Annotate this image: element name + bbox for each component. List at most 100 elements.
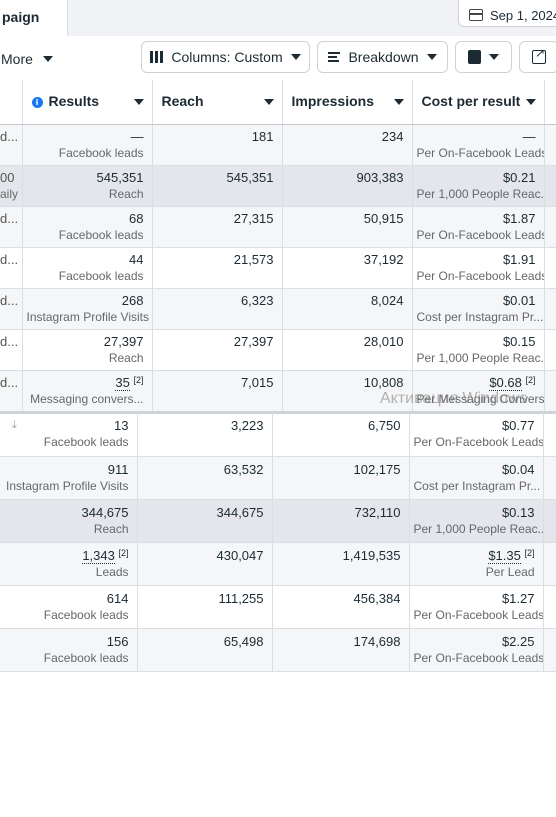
- sort-icon[interactable]: [263, 99, 274, 105]
- table-row[interactable]: 614 Facebook leads 111,255 456,384 $1.27 P…: [0, 585, 556, 629]
- table-row[interactable]: 911 Instagram Profile Visits 63,532 102,1…: [0, 456, 556, 500]
- cost-type: Per On-Facebook Leads: [413, 435, 543, 449]
- cell-reach: 27,315: [152, 206, 283, 248]
- toolbar: More Columns: Custom Breakdown: [0, 36, 556, 80]
- table-row[interactable]: d... 268 Instagram Profile Visits 6,323 8…: [0, 288, 556, 330]
- reports-button[interactable]: [455, 41, 512, 73]
- cell-next: [544, 206, 556, 248]
- cell-cost: $1.35 [2] Per Lead: [409, 542, 544, 586]
- row-name[interactable]: 00 aily: [0, 165, 23, 207]
- cost-type: Cost per Instagram Pr...: [413, 478, 541, 493]
- screenshot-seam: [0, 411, 556, 414]
- more-label: More: [1, 51, 33, 67]
- cost-value: $1.27: [501, 590, 535, 606]
- cost-type: Per Lead: [485, 564, 535, 579]
- cell-cost: $0.68 [2] Per Messaging Convers...: [412, 370, 545, 412]
- cost-value: $0.15: [502, 333, 536, 349]
- cost-value[interactable]: $1.35: [488, 547, 521, 564]
- header-results[interactable]: i Results: [22, 80, 153, 125]
- sort-icon[interactable]: [133, 99, 144, 105]
- result-value[interactable]: 1,343: [82, 547, 115, 564]
- cell-impressions: 50,915: [282, 206, 413, 248]
- sort-icon[interactable]: [393, 99, 404, 105]
- result-type: Leads: [95, 564, 129, 579]
- table-row[interactable]: d... 68 Facebook leads 27,315 50,915 $1.8…: [0, 206, 556, 248]
- table-row[interactable]: 344,675 Reach 344,675 732,110 $0.13 Per 1,…: [0, 499, 556, 543]
- export-icon: [532, 46, 546, 64]
- row-name[interactable]: d...: [0, 370, 23, 412]
- table-row[interactable]: ⤓ 13 Facebook leads 3,223 6,750 $0.77 Per O…: [0, 413, 556, 457]
- cell-next: [543, 585, 556, 629]
- cell-cost: $1.27 Per On-Facebook Leads: [409, 585, 544, 629]
- cell-impressions: 1,419,535: [272, 542, 410, 586]
- download-icon[interactable]: ⤓: [12, 418, 17, 431]
- cost-value[interactable]: $0.68: [489, 374, 522, 391]
- row-name[interactable]: d...: [0, 124, 23, 166]
- header-reach[interactable]: Reach: [152, 80, 283, 125]
- table-row[interactable]: d... 44 Facebook leads 21,573 37,192 $1.9…: [0, 247, 556, 289]
- cell-next: [544, 329, 556, 371]
- info-icon[interactable]: i: [31, 97, 43, 108]
- breakdown-button[interactable]: Breakdown: [317, 41, 448, 73]
- cell-results: 44 Facebook leads: [22, 247, 153, 289]
- row-name-sub: aily: [0, 186, 19, 201]
- cell-impressions: 903,383: [282, 165, 413, 207]
- header-name[interactable]: [0, 80, 23, 125]
- table-row[interactable]: d... — Facebook leads 181 234 — Per On-Fac…: [0, 124, 556, 166]
- cost-type: Per On-Facebook Leads: [416, 145, 544, 160]
- table-row[interactable]: d... 27,397 Reach 27,397 28,010 $0.15 Per …: [0, 329, 556, 371]
- result-value: 545,351: [96, 169, 144, 185]
- cost-type: Per 1,000 People Reac...: [416, 186, 544, 201]
- cost-type: Per On-Facebook Leads: [413, 607, 543, 622]
- tab-campaign[interactable]: paign: [0, 0, 68, 36]
- sort-icon[interactable]: [525, 99, 536, 105]
- header-next[interactable]: [544, 80, 556, 125]
- result-value: 614: [106, 590, 129, 606]
- cell-cost: $0.01 Cost per Instagram Pr...: [412, 288, 545, 330]
- cell-results: 344,675 Reach: [0, 499, 138, 543]
- cell-impressions: 732,110: [272, 499, 410, 543]
- header-results-label: Results: [48, 93, 100, 109]
- result-value: 44: [129, 251, 144, 267]
- row-name[interactable]: d...: [0, 247, 23, 289]
- result-value: 13: [114, 418, 129, 433]
- result-value: 911: [107, 461, 129, 477]
- result-type: Facebook leads: [43, 435, 129, 449]
- cost-value: —: [522, 128, 536, 144]
- header-impressions[interactable]: Impressions: [282, 80, 413, 125]
- header-cost-label: Cost per result: [421, 93, 521, 109]
- cell-reach: 111,255: [137, 585, 273, 629]
- table-row[interactable]: 1,343 [2] Leads 430,047 1,419,535 $1.35 […: [0, 542, 556, 586]
- footnote-marker[interactable]: [2]: [118, 547, 129, 558]
- date-range-label: Sep 1, 2024: [490, 7, 556, 23]
- result-type: Facebook leads: [43, 607, 129, 622]
- cell-next: [544, 124, 556, 166]
- cell-next: [544, 247, 556, 289]
- export-button[interactable]: [519, 41, 556, 73]
- header-cost[interactable]: Cost per result: [412, 80, 545, 125]
- date-range-button[interactable]: Sep 1, 2024: [458, 0, 556, 27]
- table-header-row: i Results Reach Impressions Cost per resu…: [0, 80, 556, 125]
- table-row[interactable]: d... 35 [2] Messaging convers... 7,015 10…: [0, 370, 556, 412]
- cell-reach: 181: [152, 124, 283, 166]
- cell-results: 68 Facebook leads: [22, 206, 153, 248]
- row-name[interactable]: d...: [0, 288, 23, 330]
- cell-reach: 430,047: [137, 542, 273, 586]
- footnote-marker[interactable]: [2]: [524, 547, 535, 558]
- footnote-marker[interactable]: [2]: [133, 374, 144, 385]
- chevron-down-icon: [290, 54, 301, 60]
- more-button[interactable]: More: [0, 44, 53, 74]
- cell-cost: $0.04 Cost per Instagram Pr...: [409, 456, 544, 500]
- result-value[interactable]: 35: [115, 374, 130, 391]
- cell-results: 156 Facebook leads: [0, 628, 138, 672]
- table-row[interactable]: 00 aily 545,351 Reach 545,351 903,383 $0.2…: [0, 165, 556, 207]
- columns-button[interactable]: Columns: Custom: [141, 41, 310, 73]
- cell-next: [544, 288, 556, 330]
- footnote-marker[interactable]: [2]: [525, 374, 536, 385]
- columns-label: Columns: Custom: [171, 49, 283, 65]
- row-name[interactable]: d...: [0, 206, 23, 248]
- breakdown-icon: [328, 52, 341, 62]
- table-row[interactable]: 156 Facebook leads 65,498 174,698 $2.25 Pe…: [0, 628, 556, 672]
- cell-reach: 65,498: [137, 628, 273, 672]
- row-name[interactable]: d...: [0, 329, 23, 371]
